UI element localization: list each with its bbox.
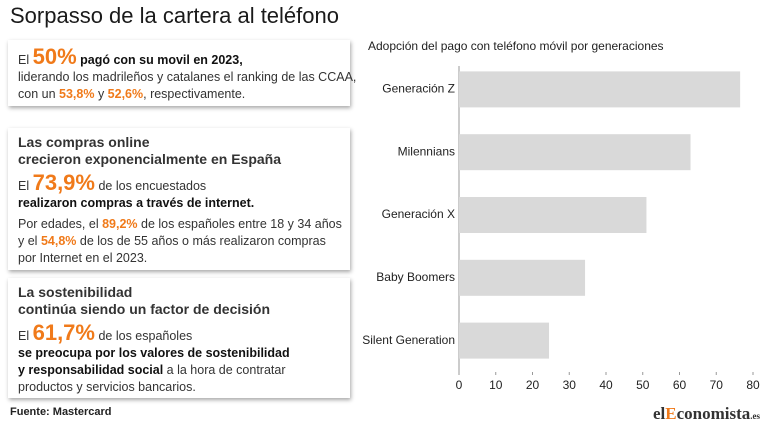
text-segment: de los encuestados <box>94 179 207 193</box>
panel-heading: crecieron exponencialmente en España <box>18 151 281 167</box>
logo-part: E <box>665 404 677 423</box>
info-panel: Las compras online crecieron exponencialm… <box>8 128 350 270</box>
x-tick-label: 50 <box>636 378 650 392</box>
panel-line: productos y servicios bancarios. <box>18 379 340 396</box>
text-segment: pagó con su movil en 2023, <box>76 53 243 67</box>
text-segment: de los de 55 años o más realizaron compr… <box>76 234 326 248</box>
text-segment: 73,9% <box>32 170 95 195</box>
info-panel: La sostenibilidad continúa siendo un fact… <box>8 278 350 398</box>
text-segment: realizaron compras a través de internet. <box>18 196 255 210</box>
panel-heading: Las compras online <box>18 134 150 150</box>
x-tick-label: 10 <box>489 378 503 392</box>
text-segment: 54,8% <box>40 234 77 248</box>
text-segment: liderando los madrileños y catalanes el … <box>18 70 357 84</box>
panel-line: y responsabilidad social a la hora de co… <box>18 362 340 379</box>
text-segment: , respectivamente. <box>143 87 246 101</box>
text-segment: 52,6% <box>107 87 144 101</box>
x-tick-label: 60 <box>673 378 687 392</box>
logo-part: conomista <box>676 404 751 423</box>
logo: elEconomista.es <box>653 404 760 424</box>
x-tick-label: 80 <box>746 378 760 392</box>
y-tick-label: Milennians <box>398 144 455 158</box>
panel-line: y el 54,8% de los de 55 años o más reali… <box>18 233 340 250</box>
text-segment: y <box>94 87 108 101</box>
x-tick-label: 70 <box>710 378 724 392</box>
page-title: Sorpasso de la cartera al teléfono <box>10 3 339 28</box>
y-tick-label: Baby Boomers <box>376 270 455 284</box>
text-segment: a la hora de contratar <box>163 363 286 377</box>
panel-line: El 61,7% de los españoles <box>18 322 340 345</box>
text-segment: 89,2% <box>102 217 138 231</box>
bar <box>459 197 647 233</box>
panel-line: realizaron compras a través de internet. <box>18 195 340 212</box>
panel-line: El 73,9% de los encuestados <box>18 172 340 195</box>
x-tick-label: 40 <box>599 378 613 392</box>
text-segment: y el <box>18 234 41 248</box>
text-segment: El <box>18 53 33 67</box>
panel-line: El 50% pagó con su movil en 2023, <box>18 46 340 69</box>
text-segment: 61,7% <box>32 320 95 345</box>
text-segment: El <box>18 329 33 343</box>
text-segment: y responsabilidad social <box>18 363 164 377</box>
x-tick-label: 0 <box>456 378 463 392</box>
panel-line: se preocupa por los valores de sostenibi… <box>18 345 340 362</box>
text-segment: El <box>18 179 33 193</box>
panel-heading: continúa siendo un factor de decisión <box>18 301 271 317</box>
y-tick-label: Silent Generation <box>362 333 455 347</box>
bar <box>459 259 586 296</box>
text-segment: por Internet en el 2023. <box>18 251 148 265</box>
x-tick-label: 30 <box>563 378 577 392</box>
panel-line: con un 53,8% y 52,6%, respectivamente. <box>18 86 340 103</box>
panel-line: Por edades, el 89,2% de los españoles en… <box>18 216 342 233</box>
text-segment: de los españoles <box>94 329 193 343</box>
logo-part: el <box>652 404 666 423</box>
text-segment: con un <box>18 87 60 101</box>
text-segment: de los españoles entre 18 y 34 años <box>137 217 342 231</box>
panel-heading: La sostenibilidad <box>18 284 133 300</box>
text-segment: Por edades, el <box>18 217 103 231</box>
logo-part: .es <box>750 411 760 421</box>
text-segment: productos y servicios bancarios. <box>18 380 196 394</box>
chart-title: Adopción del pago con teléfono móvil por… <box>368 39 664 53</box>
x-tick-label: 20 <box>526 378 540 392</box>
text-segment: 53,8% <box>59 87 95 101</box>
chart: Adopción del pago con teléfono móvil por… <box>362 39 760 392</box>
text-segment: 50% <box>32 44 77 69</box>
panel-line: por Internet en el 2023. <box>18 250 340 267</box>
bar <box>459 322 550 359</box>
text-segment: se preocupa por los valores de sostenibi… <box>18 346 290 360</box>
info-panel: El 50% pagó con su movil en 2023, lideran… <box>8 40 356 106</box>
source: Fuente: Mastercard <box>10 406 112 418</box>
bar <box>459 134 691 171</box>
y-tick-label: Generación Z <box>382 82 455 96</box>
panel-line: liderando los madrileños y catalanes el … <box>18 69 356 86</box>
y-tick-label: Generación X <box>382 207 455 221</box>
bar <box>459 71 741 108</box>
